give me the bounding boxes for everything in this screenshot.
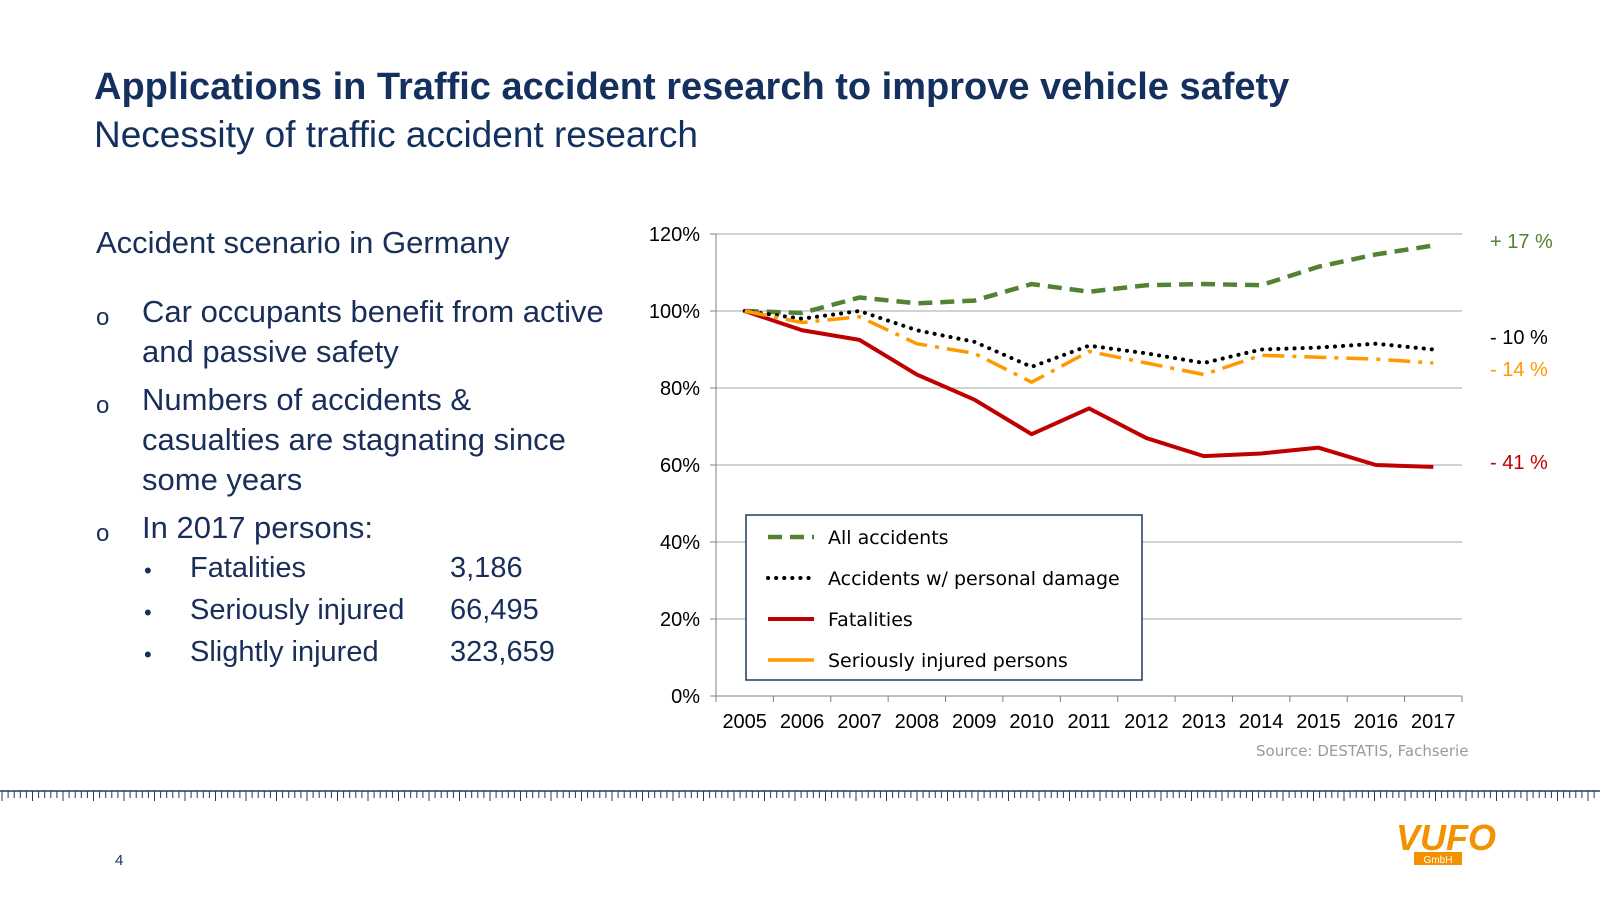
stat-value: 66,495 — [450, 594, 539, 626]
bullet-text: Car occupants benefit from active and pa… — [142, 294, 604, 369]
x-tick-label: 2005 — [722, 711, 767, 733]
x-tick-label: 2012 — [1124, 711, 1169, 733]
dot-bullet-icon: • — [144, 642, 152, 667]
x-tick-label: 2011 — [1067, 711, 1110, 733]
x-tick-label: 2006 — [780, 711, 825, 733]
line-chart: 0% 20% 40% 60% 80% 100% 120% 2005 2006 2007 2008 20… — [649, 224, 1553, 733]
stat-label: Slightly injured — [190, 636, 379, 668]
series-line — [742, 309, 1436, 369]
x-tick-label: 2008 — [895, 711, 940, 733]
vufo-logo: VUFO GmbH — [1396, 818, 1496, 866]
series-end-label: - 41 % — [1490, 452, 1548, 474]
series-end-label: - 14 % — [1490, 359, 1548, 381]
bullet-list: o Car occupants benefit from active and … — [96, 292, 616, 556]
circle-bullet-icon: o — [96, 392, 110, 419]
bullet-item: o In 2017 persons: — [96, 508, 616, 548]
ruler-divider — [0, 790, 1600, 801]
stat-label: Fatalities — [190, 552, 307, 584]
legend-box — [745, 514, 1143, 681]
series-end-label: + 17 % — [1490, 231, 1553, 253]
x-tick-label: 2017 — [1411, 711, 1456, 733]
series-end-label: - 10 % — [1490, 327, 1548, 349]
section-title: Accident scenario in Germany — [96, 225, 510, 260]
bullet-item: o Car occupants benefit from active and … — [96, 292, 616, 372]
circle-bullet-icon: o — [96, 304, 110, 331]
circle-bullet-icon: o — [96, 520, 110, 547]
y-tick-label: 60% — [660, 455, 700, 477]
legend-label: Seriously injured persons — [828, 650, 1068, 672]
logo-badge — [1414, 852, 1462, 865]
y-tick-label: 100% — [649, 301, 700, 323]
slide-subtitle: Necessity of traffic accident research — [94, 114, 698, 155]
stat-value: 3,186 — [450, 552, 523, 584]
page-number: 4 — [115, 852, 124, 869]
x-tick-label: 2016 — [1354, 711, 1399, 733]
source-note: Source: DESTATIS, Fachserie — [1256, 742, 1469, 760]
legend-label: Fatalities — [828, 609, 913, 631]
series-line — [744, 243, 1434, 316]
slide-title: Applications in Traffic accident researc… — [94, 66, 1290, 108]
y-tick-label: 80% — [660, 378, 700, 400]
stat-value: 323,659 — [450, 636, 555, 668]
x-tick-label: 2013 — [1182, 711, 1227, 733]
logo-gmbh: GmbH — [1424, 855, 1453, 866]
bullet-item: o Numbers of accidents & casualties are … — [96, 380, 616, 500]
dot-bullet-icon: • — [144, 558, 152, 583]
y-tick-label: 0% — [671, 686, 700, 708]
x-tick-label: 2007 — [837, 711, 882, 733]
x-tick-label: 2014 — [1239, 711, 1284, 733]
stat-label: Seriously injured — [190, 594, 405, 626]
y-tick-label: 40% — [660, 532, 700, 554]
series-line — [744, 309, 1434, 384]
logo-wordmark: VUFO — [1396, 818, 1496, 858]
bullet-text: Numbers of accidents & casualties are st… — [142, 382, 566, 497]
y-tick-label: 120% — [649, 224, 700, 246]
legend-label: Accidents w/ personal damage — [828, 568, 1120, 590]
x-tick-label: 2009 — [952, 711, 997, 733]
bullet-text: In 2017 persons: — [142, 510, 373, 545]
x-tick-label: 2010 — [1009, 711, 1054, 733]
dot-bullet-icon: • — [144, 600, 152, 625]
series-line — [744, 309, 1434, 469]
y-tick-label: 20% — [660, 609, 700, 631]
legend-label: All accidents — [828, 527, 949, 549]
x-tick-label: 2015 — [1296, 711, 1341, 733]
